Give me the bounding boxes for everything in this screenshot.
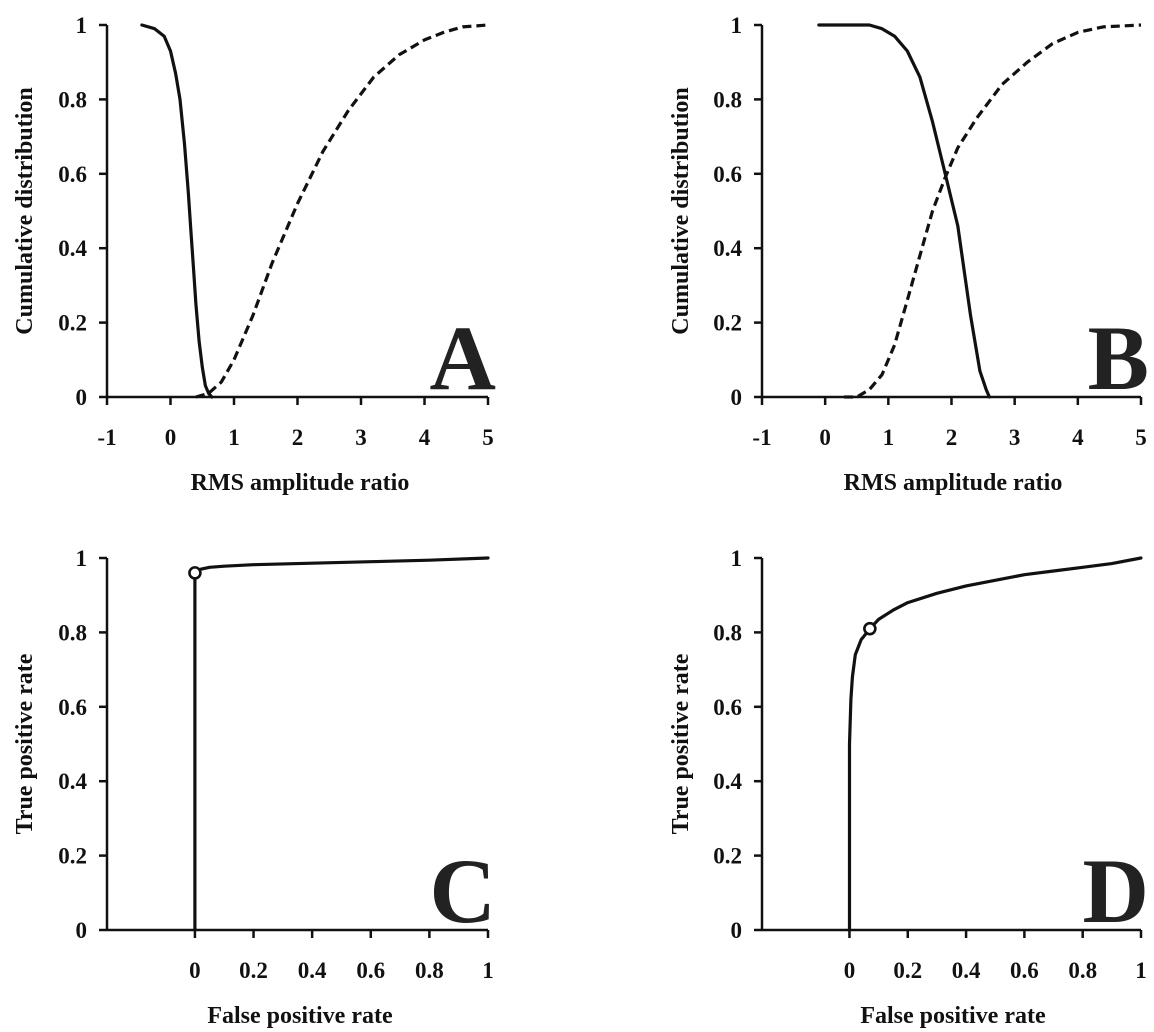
y-tick-label: 0.6 — [58, 695, 87, 720]
x-axis-title: False positive rate — [207, 1003, 393, 1029]
y-tick-label: 0.4 — [713, 769, 742, 794]
y-tick-label: 1 — [76, 13, 88, 38]
x-tick-label: 5 — [1135, 425, 1147, 450]
x-tick-label: 0.4 — [952, 958, 981, 983]
series-line-solid — [817, 23, 991, 399]
chart-panel-b: 0 0.2 0.4 0.6 0.8 1 -1 0 1 2 3 4 5 RMS amplitude rati… — [668, 13, 1149, 496]
x-tick-label: 0.8 — [1068, 958, 1097, 983]
x-tick-label: 1 — [482, 958, 494, 983]
x-tick-label: 1 — [228, 425, 240, 450]
x-tick-label: 0 — [189, 958, 201, 983]
y-tick-label: 0.8 — [713, 87, 742, 112]
y-tick-label: 0.8 — [58, 87, 87, 112]
x-tick-label: 0.2 — [893, 958, 922, 983]
x-tick-label: 0 — [844, 958, 856, 983]
series-line-dashed — [195, 23, 489, 399]
x-axis-title: RMS amplitude ratio — [191, 470, 410, 496]
y-tick-label: 0.2 — [713, 844, 742, 869]
y-tick-label: 0.8 — [713, 620, 742, 645]
x-tick-label: 3 — [1009, 425, 1021, 450]
x-tick-label: 0 — [165, 425, 177, 450]
x-tick-label: 3 — [355, 425, 367, 450]
x-tick-label: 4 — [419, 425, 431, 450]
y-tick-label: 0.6 — [713, 695, 742, 720]
x-tick-label: 0.2 — [239, 958, 268, 983]
y-tick-label: 0.2 — [713, 311, 742, 336]
operating-point-marker — [188, 566, 202, 580]
x-axis-title: RMS amplitude ratio — [844, 470, 1063, 496]
y-tick-label: 0.2 — [58, 311, 87, 336]
y-tick-label: 1 — [731, 546, 743, 571]
panel-letter: A — [430, 307, 496, 409]
y-axis-title: Cumulative distribution — [12, 87, 38, 334]
y-tick-label: 0.4 — [58, 769, 87, 794]
y-tick-label: 0.6 — [713, 162, 742, 187]
x-tick-label: 4 — [1072, 425, 1084, 450]
y-axis-title: True positive rate — [668, 653, 694, 834]
panel-letter: D — [1083, 840, 1149, 942]
series-line-solid — [193, 556, 490, 932]
x-axis-title: False positive rate — [860, 1003, 1046, 1029]
y-tick-label: 1 — [76, 546, 88, 571]
y-axis-title: Cumulative distribution — [668, 87, 694, 334]
x-tick-label: 0 — [819, 425, 831, 450]
y-tick-label: 0.6 — [58, 162, 87, 187]
y-axis-title: True positive rate — [12, 653, 38, 834]
x-tick-label: 0.4 — [298, 958, 327, 983]
y-tick-label: 0.2 — [58, 844, 87, 869]
x-tick-label: -1 — [97, 425, 116, 450]
y-tick-label: 0 — [76, 918, 88, 943]
panel-letter: B — [1088, 307, 1149, 409]
operating-point-marker — [863, 621, 877, 636]
chart-panel-a: 0 0.2 0.4 0.6 0.8 1 -1 0 1 2 3 4 5 RMS amplitude rati… — [12, 13, 496, 496]
x-tick-label: 0.6 — [356, 958, 385, 983]
y-tick-label: 0 — [731, 385, 743, 410]
y-tick-label: 0.4 — [713, 236, 742, 261]
series-line-solid — [140, 23, 214, 399]
y-tick-label: 0.8 — [58, 620, 87, 645]
x-tick-label: 0.8 — [415, 958, 444, 983]
series-line-dashed — [844, 23, 1142, 399]
x-tick-label: 2 — [292, 425, 304, 450]
y-tick-label: 0.4 — [58, 236, 87, 261]
x-tick-label: -1 — [752, 425, 771, 450]
x-tick-label: 0.6 — [1010, 958, 1039, 983]
y-tick-label: 0 — [731, 918, 743, 943]
series-line-solid — [847, 556, 1143, 932]
x-tick-label: 2 — [946, 425, 958, 450]
chart-panel-d: 0 0.2 0.4 0.6 0.8 1 0 0.2 0.4 0.6 0.8 1 False positi… — [668, 546, 1149, 1029]
y-tick-label: 0 — [76, 385, 88, 410]
x-tick-label: 5 — [482, 425, 494, 450]
x-tick-label: 1 — [1135, 958, 1147, 983]
x-tick-label: 1 — [883, 425, 895, 450]
panel-letter: C — [430, 840, 496, 942]
y-tick-label: 1 — [731, 13, 743, 38]
chart-panel-c: 0 0.2 0.4 0.6 0.8 1 0 0.2 0.4 0.6 0.8 1 False positi… — [12, 546, 496, 1029]
